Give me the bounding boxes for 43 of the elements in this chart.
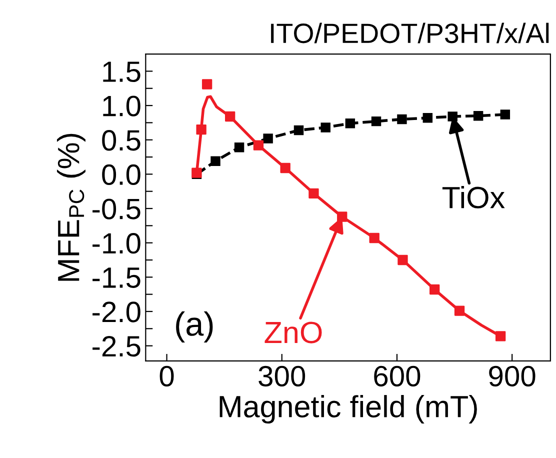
point <box>253 140 264 150</box>
x-tick-label: 0 <box>160 366 174 386</box>
point <box>397 114 407 124</box>
point <box>294 125 304 136</box>
chart-title: ITO/PEDOT/P3HT/x/Al <box>271 22 549 44</box>
annotation: ZnO <box>264 322 322 344</box>
x-tick-label: 900 <box>489 366 536 386</box>
y-tick-label: -2.0 <box>92 302 140 322</box>
y-tick-label: 0.0 <box>102 164 140 186</box>
point <box>495 331 506 342</box>
annotation: (a) <box>176 311 213 342</box>
x-axis-title: Magnetic field (mT) <box>220 395 477 424</box>
y-tick-label: 1.5 <box>103 62 140 82</box>
point <box>320 122 330 132</box>
point <box>448 112 458 122</box>
point <box>202 79 212 90</box>
y-axis-title: MFE$_{PC}$ (%) <box>56 134 86 281</box>
point <box>210 156 220 166</box>
point <box>369 232 380 244</box>
point <box>473 110 484 121</box>
x-tick-label: 600 <box>374 366 420 386</box>
point <box>398 254 408 266</box>
point <box>337 212 348 222</box>
x-tick-label: 300 <box>258 366 306 386</box>
y-tick-label: -1.5 <box>92 268 140 288</box>
point <box>345 118 356 128</box>
point <box>500 110 510 120</box>
point <box>280 162 290 174</box>
point <box>196 124 206 135</box>
annotation: TiOx <box>442 186 505 208</box>
point <box>308 188 319 198</box>
y-tick-label: 1.0 <box>103 96 140 116</box>
y-tick-label: -2.5 <box>92 336 140 357</box>
point <box>371 116 382 126</box>
y-tick-label: -1.0 <box>92 233 140 254</box>
point <box>234 142 244 152</box>
point <box>263 134 273 144</box>
point <box>224 111 236 122</box>
y-tick-label: 0.5 <box>102 130 140 151</box>
point <box>429 284 440 295</box>
point <box>422 113 433 123</box>
y-tick-label: -0.5 <box>92 198 140 220</box>
point <box>454 306 465 316</box>
